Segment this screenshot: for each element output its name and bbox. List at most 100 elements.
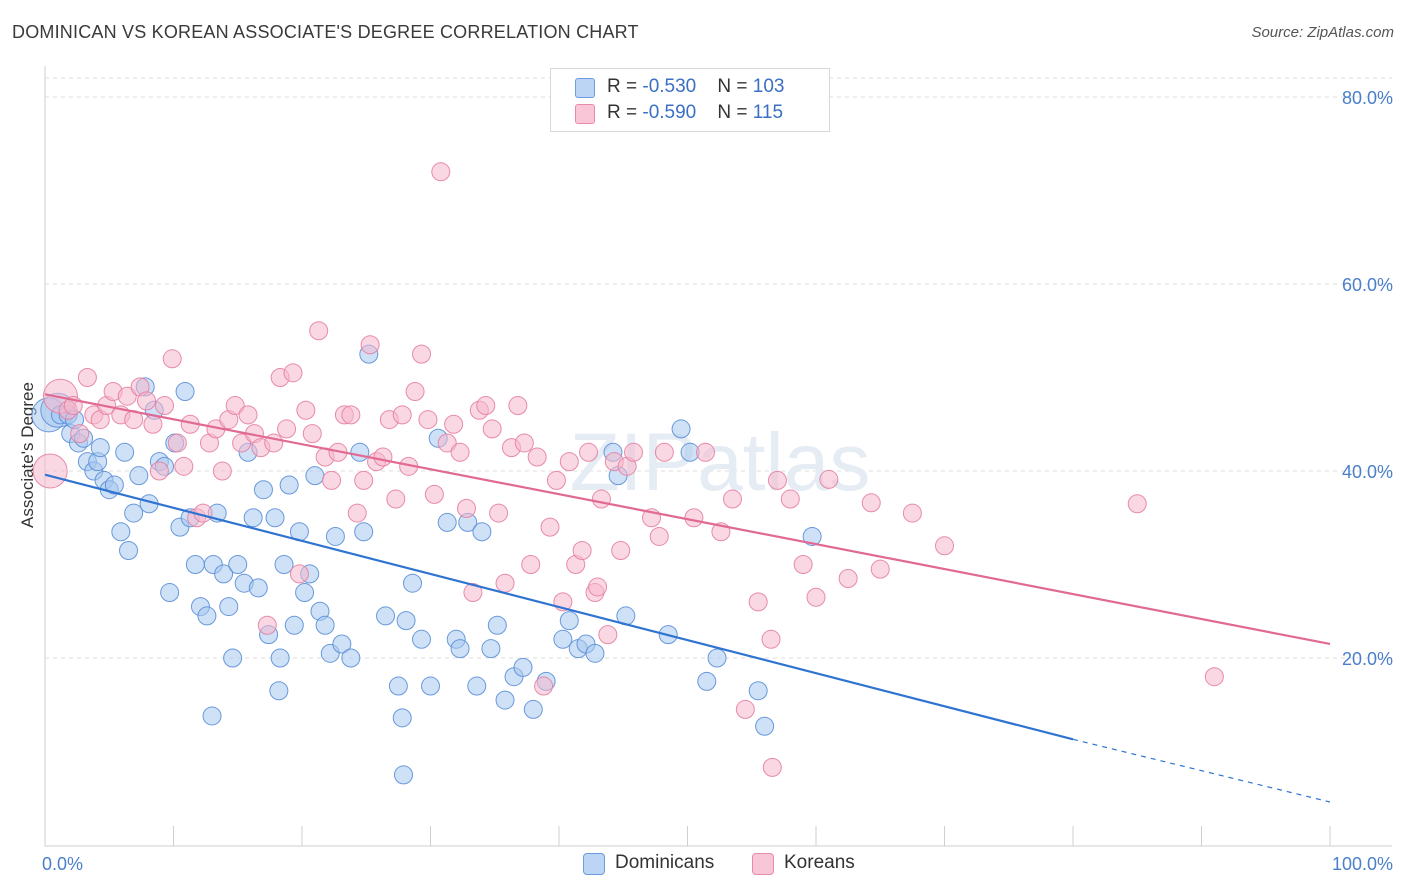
korean-point — [902, 503, 922, 523]
korean-point — [559, 452, 579, 472]
r-label: R = — [607, 76, 643, 97]
korean-point — [354, 470, 374, 490]
korean-point — [405, 382, 425, 402]
korean-point — [392, 405, 412, 425]
dominican-point — [243, 508, 263, 528]
korean-point — [283, 363, 303, 383]
n-value-dominicans: 103 — [752, 76, 785, 97]
korean-point — [806, 587, 826, 607]
dominican-point — [160, 583, 180, 603]
korean-point — [514, 433, 534, 453]
korean-point — [762, 757, 782, 777]
korean-point — [649, 526, 669, 546]
dominican-point — [513, 657, 533, 677]
korean-point — [412, 344, 432, 364]
dominican-point — [274, 555, 294, 574]
korean-point — [1127, 494, 1147, 514]
korean-point — [463, 583, 483, 603]
dominican-point — [671, 419, 691, 439]
dominican-point — [341, 648, 361, 668]
dominican-point — [129, 466, 149, 486]
dominican-point — [284, 615, 304, 635]
korean-point — [521, 555, 541, 574]
x-tick-label-min: 0.0% — [42, 854, 83, 874]
dominican-point — [523, 699, 543, 719]
korean-point — [819, 469, 839, 489]
dominican-point — [332, 634, 352, 654]
koreans-label: Koreans — [784, 852, 855, 873]
dominican-point — [197, 606, 217, 626]
dominicans-trend-line — [44, 473, 1074, 741]
korean-point — [534, 676, 554, 696]
korean-point — [341, 405, 361, 425]
korean-point — [257, 615, 277, 635]
dominican-point — [325, 526, 345, 546]
n-label: N = — [717, 102, 753, 123]
y-tick-labels: 20.0% 40.0% 60.0% 80.0% — [1342, 88, 1393, 669]
korean-point — [386, 489, 406, 509]
korean-point — [143, 414, 163, 434]
korean-point — [598, 625, 618, 645]
korean-point — [624, 442, 644, 462]
dominican-point — [697, 671, 717, 691]
korean-point — [489, 503, 509, 523]
korean-point — [155, 396, 175, 416]
dominican-point — [487, 615, 507, 635]
y-tick-label-20: 20.0% — [1342, 649, 1393, 669]
y-tick-label-60: 60.0% — [1342, 275, 1393, 295]
dominican-point — [295, 583, 315, 603]
r-value-koreans: -0.590 — [642, 102, 697, 123]
dominican-point — [223, 648, 243, 668]
korean-point — [444, 414, 464, 434]
korean-point — [322, 470, 342, 490]
korean-point — [546, 470, 566, 490]
korean-point — [591, 489, 611, 509]
korean-point — [225, 396, 245, 416]
korean-point — [695, 442, 715, 462]
korean-point — [748, 592, 768, 612]
dominican-point — [279, 475, 299, 495]
dominican-point — [270, 648, 290, 668]
dominican-point — [219, 597, 239, 617]
dominican-point — [437, 512, 457, 532]
chart-title: DOMINICAN VS KOREAN ASSOCIATE'S DEGREE C… — [12, 22, 639, 42]
dominican-point — [421, 676, 440, 696]
r-value-dominicans: -0.530 — [642, 76, 697, 97]
dominicans-points — [31, 344, 822, 785]
y-tick-label-80: 80.0% — [1342, 88, 1393, 108]
dominican-point — [315, 615, 335, 635]
dominicans-trend-extension — [1072, 738, 1331, 803]
dominican-point — [111, 522, 131, 542]
korean-point — [735, 699, 755, 719]
n-label: N = — [717, 76, 753, 97]
correlation-legend: R = -0.530 N = 103 R = -0.590 N = 115 — [550, 68, 830, 132]
dominican-point — [394, 765, 414, 785]
korean-point — [77, 368, 97, 387]
korean-point — [431, 162, 451, 182]
korean-point — [277, 419, 297, 439]
gridlines — [45, 77, 1392, 659]
dominican-point — [755, 716, 775, 736]
korean-point — [162, 349, 182, 369]
x-tick-label-max: 100.0% — [1332, 854, 1393, 874]
dominican-point — [495, 690, 515, 710]
korean-point — [373, 447, 393, 467]
korean-point — [684, 508, 704, 528]
dominican-point — [392, 708, 412, 728]
korean-point — [309, 321, 329, 341]
korean-point — [232, 433, 252, 453]
dominican-point — [90, 438, 110, 458]
legend-row-koreans: R = -0.590 N = 115 — [575, 102, 783, 126]
korean-point — [611, 540, 631, 560]
source-credit: Source: ZipAtlas.com — [1251, 24, 1394, 41]
korean-point — [302, 424, 322, 444]
y-axis-label: Associate's Degree — [18, 382, 37, 528]
korean-point — [476, 396, 496, 416]
korean-point — [437, 433, 457, 453]
dominican-point — [748, 681, 768, 701]
dominican-point — [354, 522, 374, 542]
korean-point — [450, 442, 470, 462]
dominican-point — [559, 611, 579, 631]
dominican-point — [119, 540, 139, 560]
korean-point — [861, 493, 881, 513]
